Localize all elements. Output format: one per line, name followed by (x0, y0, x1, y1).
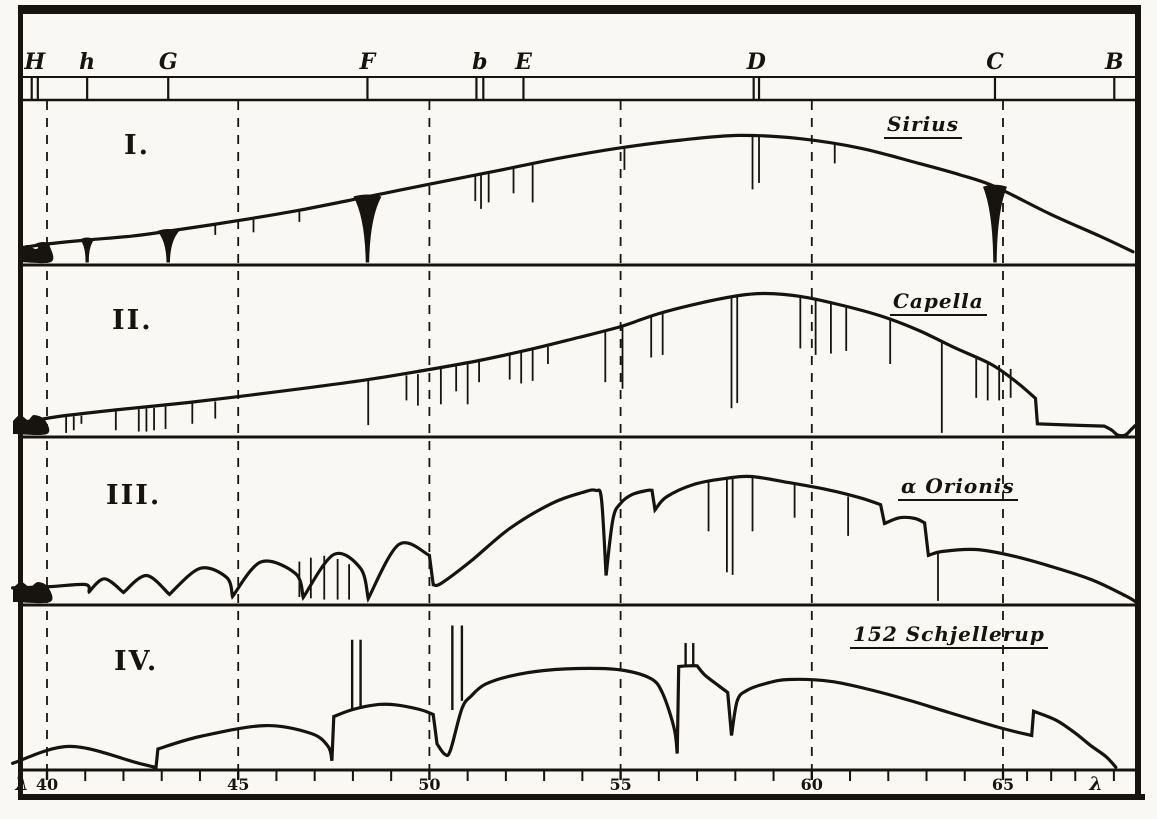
panel-numeral-1: I. (124, 130, 151, 161)
absorption-funnel (157, 229, 180, 263)
axis-tick-label-45: 45 (227, 775, 250, 794)
axis-tick-label-60: 60 (800, 775, 823, 794)
fraunhofer-letter-F: F (359, 49, 376, 75)
series-label-alpha-orionis: α Orionis (898, 474, 1018, 501)
panel-numeral-3: III. (106, 480, 162, 511)
panel-numeral-4: IV. (114, 646, 159, 677)
absorption-funnel (80, 237, 95, 263)
fraunhofer-letter-B: B (1104, 49, 1124, 75)
fraunhofer-letter-h: h (79, 49, 96, 75)
fraunhofer-letter-H: H (24, 49, 46, 75)
axis-lambda-right: λ (1089, 773, 1103, 795)
dark-end-blob (13, 414, 50, 436)
axis-tick-label-65: 65 (991, 775, 1015, 794)
fraunhofer-letter-D: D (746, 49, 766, 75)
dark-end-blob (13, 581, 53, 604)
dark-end-blob (19, 243, 54, 264)
frame-left (18, 5, 23, 800)
axis-lambda-left: λ (15, 773, 29, 795)
series-label-sirius: Sirius (884, 112, 962, 139)
fraunhofer-letter-G: G (158, 49, 178, 75)
frame-top (18, 5, 1140, 14)
series-label-152-schjellerup: 152 Schjellerup (850, 622, 1048, 649)
fraunhofer-letter-E: E (515, 49, 532, 75)
fraunhofer-letter-C: C (986, 49, 1004, 75)
spectrum-curve-3 (11, 474, 1139, 605)
panel-numeral-2: II. (112, 305, 153, 336)
absorption-funnel (982, 184, 1007, 263)
frame-right (1135, 5, 1141, 800)
spectrum-curve-2 (14, 291, 1137, 438)
frame-bottom (18, 794, 1145, 800)
absorption-funnel (353, 194, 382, 263)
fraunhofer-letter-b: b (472, 49, 488, 75)
axis-tick-label-50: 50 (418, 775, 441, 794)
axis-tick-label-55: 55 (609, 775, 632, 794)
spectrum-curve-1 (18, 133, 1135, 254)
axis-tick-label-40: 40 (35, 775, 59, 794)
spectrum-curve-4 (11, 664, 1118, 770)
series-label-capella: Capella (890, 289, 987, 316)
